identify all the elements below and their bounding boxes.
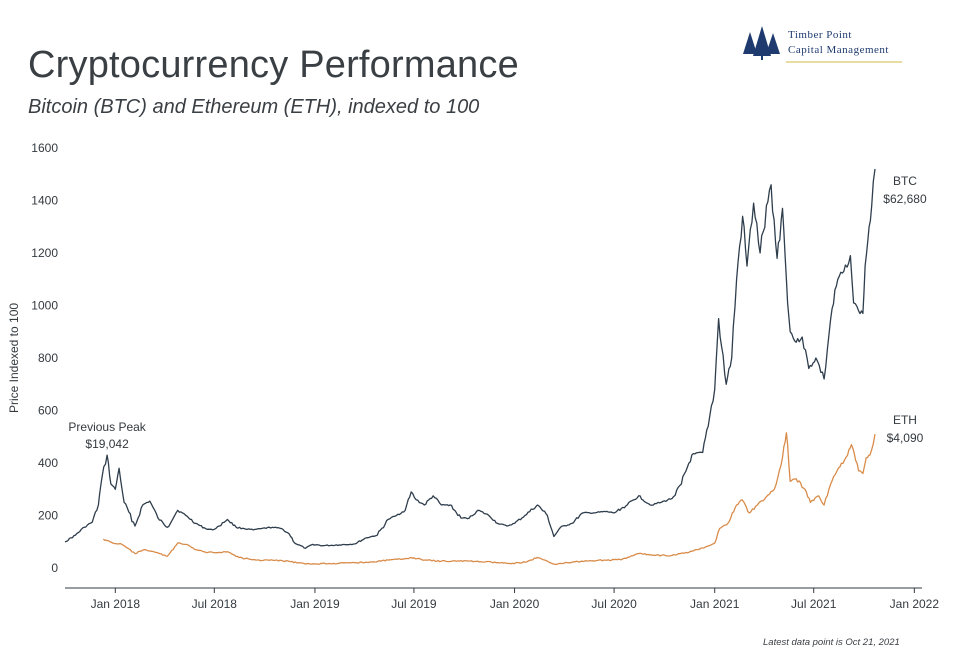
y-tick-label: 1000 — [31, 299, 58, 313]
company-logo: Timber Point Capital Management — [740, 24, 910, 64]
logo-text: Timber Point Capital Management — [788, 28, 889, 58]
x-tick-label: Jan 2021 — [690, 597, 740, 611]
logo-line2: Capital Management — [788, 44, 889, 56]
logo-line1: Timber Point — [788, 29, 852, 41]
x-tick-label: Jul 2019 — [391, 597, 437, 611]
x-tick-label: Jul 2018 — [192, 597, 238, 611]
y-tick-label: 1400 — [31, 194, 58, 208]
x-tick-label: Jan 2020 — [490, 597, 540, 611]
x-tick-label: Jan 2022 — [890, 597, 940, 611]
y-tick-label: 1200 — [31, 246, 58, 260]
x-tick-label: Jul 2021 — [791, 597, 837, 611]
y-tick-label: 1600 — [31, 141, 58, 155]
y-tick-label: 400 — [38, 456, 58, 470]
x-tick-label: Jul 2020 — [591, 597, 637, 611]
y-axis-title: Price Indexed to 100 — [7, 303, 21, 413]
series-line-btc — [64, 168, 876, 549]
series-value-label: $62,680 — [883, 192, 927, 206]
series-name-label: ETH — [893, 413, 917, 427]
logo-underline — [786, 61, 902, 63]
x-tick-label: Jan 2019 — [290, 597, 340, 611]
footnote: Latest data point is Oct 21, 2021 — [763, 637, 900, 648]
y-axis: 0 200 400 600 800 1000 1200 1400 1600 Price Index… — [7, 141, 58, 575]
x-tick-label: Jan 2018 — [91, 597, 141, 611]
y-tick-label: 600 — [38, 404, 58, 418]
annotation-label: Previous Peak — [68, 420, 146, 434]
y-tick-label: 800 — [38, 351, 58, 365]
chart-title: Cryptocurrency Performance — [28, 44, 519, 86]
series-value-label: $4,090 — [887, 431, 924, 445]
annotation-value: $19,042 — [85, 437, 129, 451]
chart-subtitle: Bitcoin (BTC) and Ethereum (ETH), indexe… — [28, 96, 480, 118]
x-axis: Jan 2018 Jul 2018 Jan 2019 Jul 2019 Jan 2020… — [65, 587, 940, 611]
y-tick-label: 0 — [51, 561, 58, 575]
series-line-eth — [102, 432, 876, 566]
y-tick-label: 200 — [38, 509, 58, 523]
series-name-label: BTC — [893, 174, 917, 188]
series-layer — [64, 168, 876, 566]
label-layer: BTC $62,680 ETH $4,090 Previous Peak $19,042 — [68, 174, 927, 451]
tree-logo-icon — [743, 26, 780, 60]
